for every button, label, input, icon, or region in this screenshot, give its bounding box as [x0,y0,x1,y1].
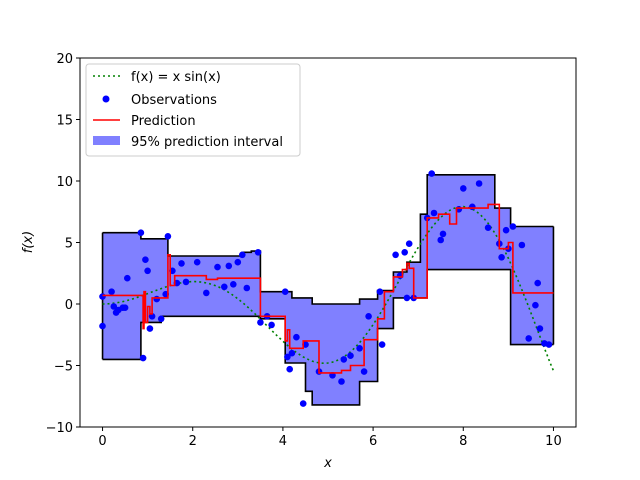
legend-true-function-label: f(x) = x sin(x) [131,70,221,85]
observation-point [403,294,411,302]
observation-point [281,288,289,296]
observation-point [469,203,476,211]
observation-point [437,236,445,244]
x-tick-label: 8 [459,434,467,449]
observation-point [502,226,510,234]
observation-point [234,258,242,266]
observation-point [230,281,237,288]
observation-point [153,295,160,303]
observation-point [376,288,384,296]
observation-point [286,365,294,373]
observation-point [193,258,201,266]
x-tick-label: 6 [369,434,377,449]
observation-point [225,262,233,270]
prediction-line [102,203,554,374]
observation-point [401,249,409,256]
observation-point [257,319,264,326]
observation-point [148,313,156,320]
observation-point [460,185,467,192]
observation-point [254,249,262,256]
observation-point [288,349,296,357]
observation-point [99,322,106,330]
y-axis: −10 −5 0 5 10 15 20 [46,52,80,436]
observation-point [108,288,115,296]
x-tick-label: 0 [98,434,106,449]
observation-point [439,230,447,238]
observation-point [268,321,275,329]
y-tick-label: 10 [56,175,73,190]
observation-point [157,315,165,323]
x-tick-label: 2 [189,434,197,449]
legend-interval-label: 95% prediction interval [131,135,283,150]
observation-point [475,180,483,187]
legend: f(x) = x sin(x) Observations Prediction … [85,63,301,157]
observation-point [137,229,145,236]
y-tick-label: −10 [46,421,73,436]
x-axis: 0 2 4 6 8 10 [98,427,562,449]
legend-observations-label: Observations [131,93,217,108]
observation-point [525,335,532,342]
observation-point [392,251,399,259]
observation-point [347,352,354,360]
observation-point [509,223,517,230]
observation-point [536,325,544,332]
observation-point [430,209,438,217]
legend-interval-swatch [93,136,120,145]
observation-point [182,278,190,286]
observation-point [534,279,541,287]
observation-point [428,170,436,177]
observation-point [365,313,372,320]
y-tick-label: 20 [56,52,73,67]
observation-point [498,253,505,261]
observation-point [518,241,526,249]
observation-point [239,251,246,259]
observation-point [360,368,368,375]
observation-point [124,274,131,282]
y-axis-label: f(x) [21,231,36,253]
observation-point [214,263,221,271]
legend-prediction-label: Prediction [131,114,196,129]
observation-point [99,293,106,300]
observation-point [299,400,307,407]
observation-point [484,224,492,231]
observation-point [545,341,553,348]
observation-point [293,333,300,341]
observation-point [178,260,185,267]
x-tick-label: 10 [545,434,562,449]
observation-point [243,284,251,292]
legend-observations-swatch [102,95,110,103]
x-tick-label: 4 [279,434,287,449]
y-tick-label: 5 [65,237,73,252]
observation-point [221,283,228,291]
observation-point [164,233,172,240]
observation-point [356,345,363,352]
interval-upper-bound [102,174,554,305]
observation-point [139,354,147,362]
observation-point [144,267,151,275]
observation-point [146,325,154,332]
observation-point [340,356,348,363]
y-tick-label: 0 [65,298,73,313]
y-tick-label: 15 [56,114,73,129]
true-function-line [102,205,555,372]
observation-point [142,256,149,264]
observation-point [405,240,413,247]
observation-point [532,301,539,309]
y-tick-label: −5 [54,360,73,375]
legend-box [85,63,301,157]
observation-point [338,378,345,385]
observation-point [110,303,118,310]
plot-area [99,170,555,407]
observation-point [203,289,210,297]
observation-point [121,304,129,312]
observation-point [284,353,291,361]
x-axis-label: x [323,456,332,471]
observation-point [378,341,386,348]
